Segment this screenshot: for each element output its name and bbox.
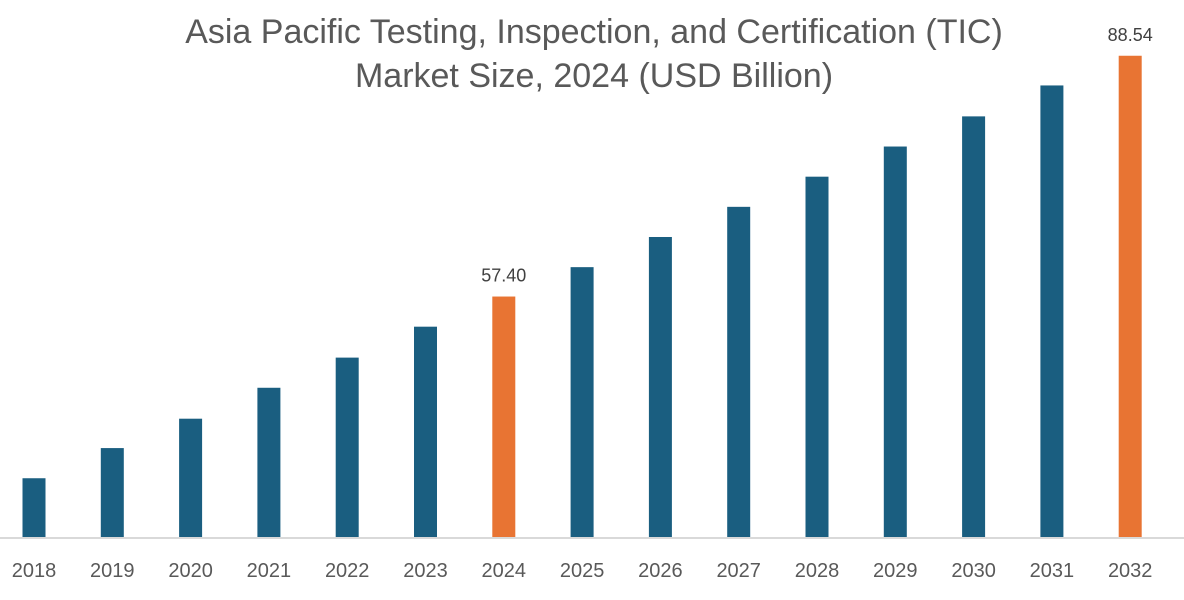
x-tick-label-2026: 2026 [638, 560, 683, 582]
x-tick-label-2021: 2021 [247, 560, 292, 582]
bar-2026 [648, 236, 672, 538]
bar-2022 [335, 357, 359, 537]
bar-2023 [414, 326, 437, 537]
x-tick-label-2024: 2024 [482, 560, 527, 582]
data-label-2032: 88.54 [1108, 25, 1153, 45]
chart-title: Asia Pacific Testing, Inspection, and Ce… [0, 10, 1184, 98]
chart-title-line-2: Market Size, 2024 (USD Billion) [354, 57, 834, 95]
x-tick-label-2029: 2029 [873, 560, 918, 582]
bar-2030 [962, 116, 986, 537]
x-tick-label-2032: 2032 [1108, 560, 1153, 582]
x-tick-label-2028: 2028 [795, 560, 840, 582]
x-tick-label-2022: 2022 [325, 560, 370, 582]
x-tick-label-2025: 2025 [560, 560, 605, 582]
x-tick-label-2023: 2023 [403, 560, 448, 582]
x-tick-label-2031: 2031 [1030, 560, 1075, 582]
data-label-2024: 57.40 [481, 266, 526, 286]
bar-2032 [1118, 55, 1142, 538]
x-tick-label-2027: 2027 [716, 560, 761, 582]
bar-2031 [1040, 85, 1064, 537]
bar-2028 [805, 176, 829, 537]
x-tick-label-2030: 2030 [951, 560, 996, 582]
bar-2021 [257, 387, 281, 537]
bar-2027 [727, 206, 751, 537]
bar-2018 [22, 478, 46, 537]
x-tick-label-2018: 2018 [12, 560, 57, 582]
bar-2020 [179, 418, 203, 537]
chart-title-line-1: Asia Pacific Testing, Inspection, and Ce… [185, 13, 1003, 51]
bar-2024 [492, 296, 516, 537]
bar-2019 [100, 448, 124, 537]
bar-2025 [570, 267, 594, 537]
bar-2029 [883, 146, 907, 538]
x-tick-label-2020: 2020 [168, 560, 213, 582]
x-tick-label-2019: 2019 [90, 560, 135, 582]
